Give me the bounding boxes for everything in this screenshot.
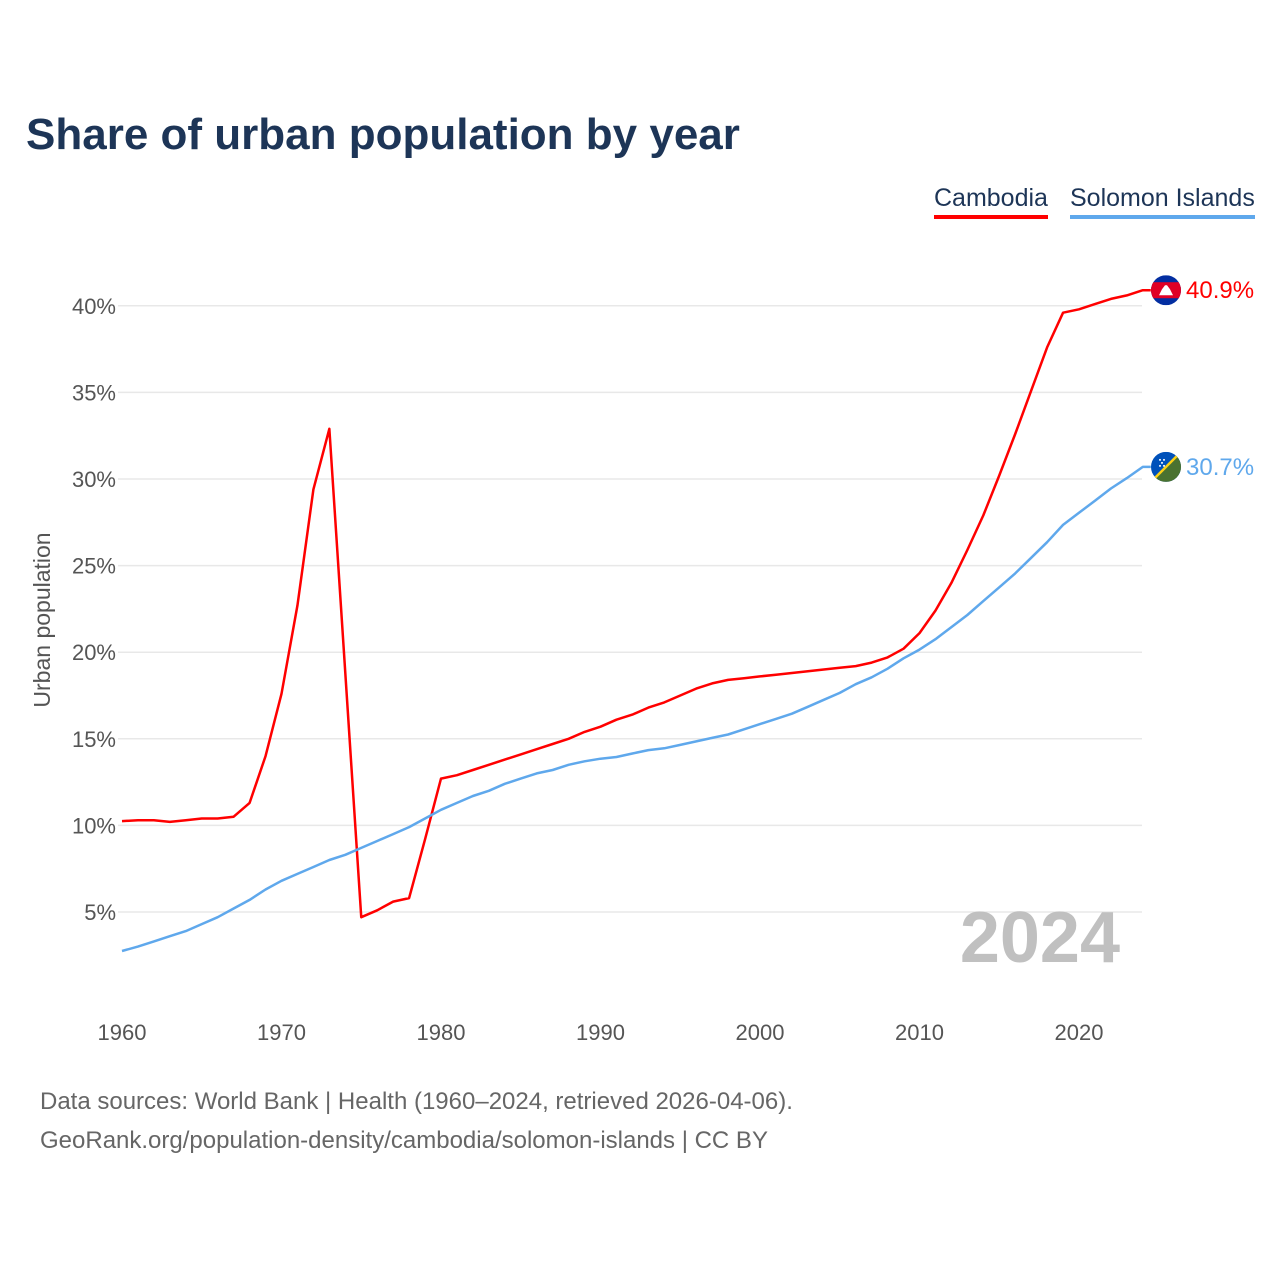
x-tick-label: 2020 — [1055, 1020, 1104, 1045]
legend-cambodia[interactable]: Cambodia — [934, 184, 1048, 219]
source-url: GeoRank.org/population-density/cambodia/… — [40, 1127, 768, 1154]
y-tick-label: 40% — [72, 294, 116, 319]
end-value-label: 30.7% — [1186, 454, 1254, 481]
x-tick-label: 1970 — [257, 1020, 306, 1045]
x-tick-label: 1980 — [417, 1020, 466, 1045]
x-tick-label: 2010 — [895, 1020, 944, 1045]
y-tick-label: 20% — [72, 640, 116, 665]
y-tick-label: 35% — [72, 380, 116, 405]
x-tick-label: 2000 — [736, 1020, 785, 1045]
x-tick-label: 1990 — [576, 1020, 625, 1045]
legend-solomon-islands[interactable]: Solomon Islands — [1070, 184, 1255, 219]
y-axis-label: Urban population — [29, 532, 55, 707]
cambodia-flag-icon — [1151, 275, 1181, 306]
y-tick-label: 30% — [72, 467, 116, 492]
chart-title: Share of urban population by year — [26, 110, 740, 159]
y-tick-label: 25% — [72, 554, 116, 579]
series-line-cambodia — [121, 288, 1151, 919]
year-watermark: 2024 — [960, 898, 1120, 978]
source-note: Data sources: World Bank | Health (1960–… — [40, 1088, 793, 1115]
y-tick-label: 15% — [72, 727, 116, 752]
solomon-islands-flag-icon — [1151, 451, 1181, 482]
end-value-label: 40.9% — [1186, 277, 1254, 304]
series-line-solomon-islands — [121, 465, 1151, 953]
x-tick-label: 1960 — [98, 1020, 147, 1045]
y-tick-label: 10% — [72, 813, 116, 838]
y-tick-label: 5% — [84, 900, 116, 925]
